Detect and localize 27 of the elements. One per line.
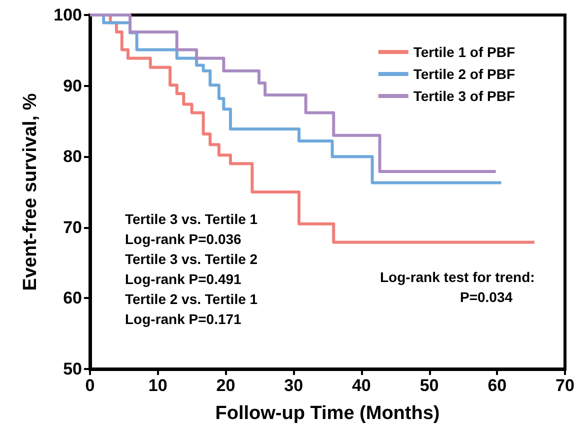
y-axis-title: Event-free survival, % [20,93,41,291]
x-tick-label: 70 [556,376,574,395]
x-axis-title: Follow-up Time (Months) [215,403,440,424]
annotation: P=0.034 [460,289,513,305]
legend-label: Tertile 2 of PBF [413,66,516,82]
x-tick-label: 0 [85,376,95,395]
x-tick-label: 60 [488,376,507,395]
y-tick-label: 50 [63,360,82,378]
legend-label: Tertile 1 of PBF [413,44,516,60]
annotation: Tertile 2 vs. Tertile 1 [125,291,258,307]
x-tick-label: 50 [420,376,439,395]
y-tick-label: 60 [63,288,82,308]
x-tick-label: 30 [284,376,304,395]
annotation: Log-rank test for trend: [380,269,535,285]
y-tick-label: 90 [63,76,82,96]
legend-label: Tertile 3 of PBF [413,88,516,104]
annotation: Tertile 3 vs. Tertile 2 [125,251,258,267]
annotation: Log-rank P=0.171 [125,311,242,327]
x-tick-label: 10 [148,376,168,395]
y-tick-label: 100 [54,6,82,24]
x-tick-label: 40 [352,376,371,395]
y-tick-label: 70 [63,218,82,237]
x-tick-label: 20 [216,376,236,395]
y-tick-label: 80 [63,147,82,166]
annotation: Log-rank P=0.036 [125,231,242,247]
annotation: Log-rank P=0.491 [125,271,242,287]
annotation: Tertile 3 vs. Tertile 1 [125,211,258,227]
